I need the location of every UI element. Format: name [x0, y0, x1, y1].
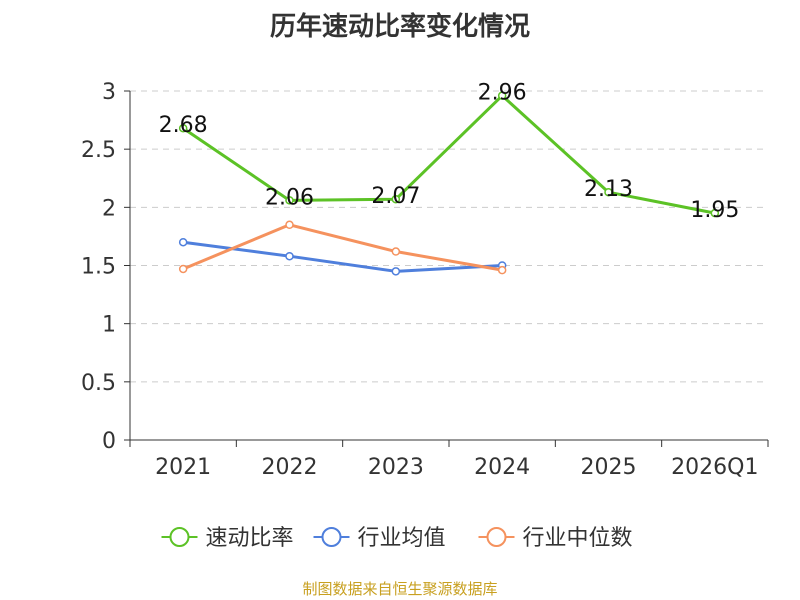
data-point [391, 247, 401, 256]
data-label: 2.13 [584, 177, 633, 202]
data-point [178, 264, 188, 274]
legend: 速动比率 行业均值 行业中位数 [161, 526, 633, 551]
data-point [391, 194, 401, 204]
y-tick-label: 0 [102, 429, 116, 454]
legend-marker [321, 527, 342, 547]
data-label: 2.68 [159, 113, 208, 138]
legend-item-2: 行业中位数 [478, 526, 633, 551]
x-tick-label: 2024 [474, 455, 530, 480]
axes: 0 0.5 1 1.5 2 2.5 3 2021 2022 2023 2024 2025 2026Q1 [81, 80, 769, 480]
legend-item-1: 行业均值 [313, 526, 446, 551]
data-label: 1.95 [690, 198, 739, 223]
data-point [497, 91, 507, 100]
y-tick-label: 1.5 [81, 255, 116, 280]
data-point [285, 251, 294, 261]
x-tick-label: 2021 [155, 455, 211, 480]
y-tick-label: 3 [102, 80, 116, 105]
x-tick-label: 2022 [262, 455, 318, 480]
data-point [285, 220, 294, 230]
data-label: 2.96 [478, 81, 527, 106]
series-line-0 [182, 94, 716, 215]
series-line-1 [182, 240, 503, 273]
data-point [178, 237, 188, 247]
data-point [391, 267, 401, 276]
data-label: 2.06 [265, 185, 314, 210]
data-label: 2.07 [371, 184, 420, 209]
legend-label: 速动比率 [206, 526, 294, 551]
data-point [178, 123, 188, 133]
y-tick-label: 1 [102, 313, 116, 338]
series-lines [178, 91, 720, 276]
x-tick-label: 2026Q1 [671, 455, 758, 480]
data-point [604, 187, 613, 197]
x-tick-label: 2025 [581, 455, 637, 480]
y-tick-label: 2 [102, 196, 116, 221]
data-point [285, 196, 294, 205]
legend-label: 行业均值 [358, 526, 446, 551]
y-tick-label: 2.5 [81, 138, 116, 163]
data-point [497, 265, 507, 275]
grid-lines [130, 90, 768, 383]
chart-title: 历年速动比率变化情况 [269, 12, 530, 42]
legend-item-0: 速动比率 [161, 526, 294, 551]
source-footer: 制图数据来自恒生聚源数据库 [302, 580, 498, 598]
y-tick-label: 0.5 [81, 371, 116, 396]
legend-label: 行业中位数 [523, 526, 633, 551]
legend-marker [169, 527, 190, 547]
data-labels: 2.68 2.06 2.07 2.96 2.13 1.95 [159, 81, 740, 223]
series-line-2 [182, 223, 503, 272]
data-point [710, 208, 720, 218]
x-tick-label: 2023 [368, 455, 424, 480]
legend-marker [486, 527, 507, 547]
